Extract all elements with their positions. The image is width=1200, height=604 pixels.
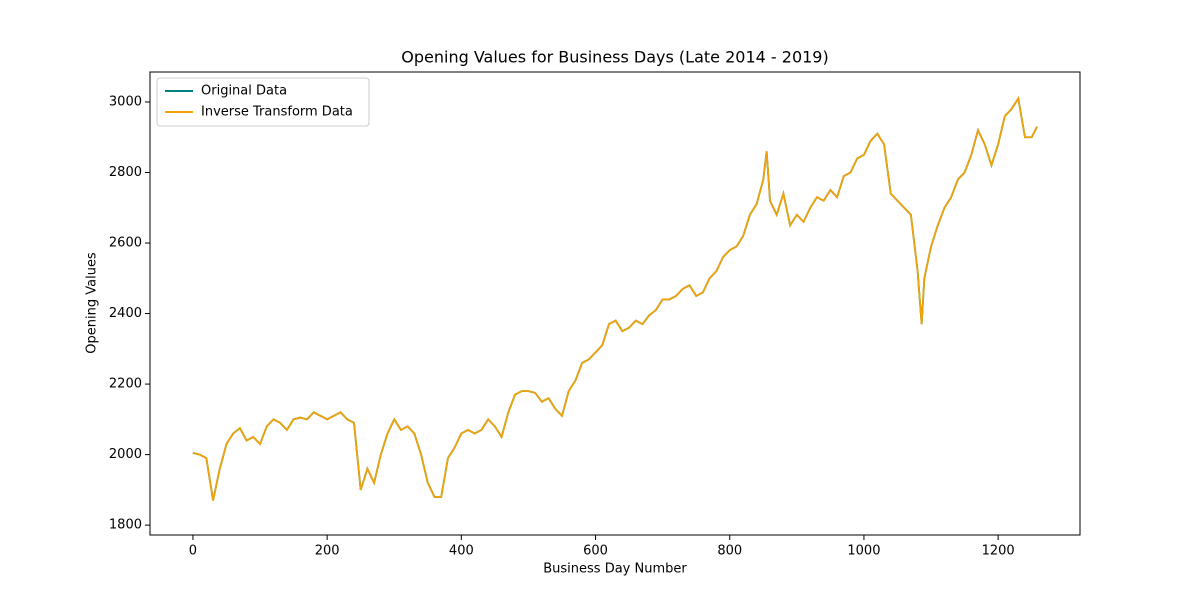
- x-tick-label: 600: [583, 544, 608, 559]
- y-axis-label: Opening Values: [85, 252, 100, 354]
- x-tick-label: 0: [189, 544, 197, 559]
- x-tick-label: 200: [315, 544, 340, 559]
- series-line: [192, 95, 1038, 501]
- x-axis-label: Business Day Number: [543, 562, 687, 577]
- chart-title: Opening Values for Business Days (Late 2…: [401, 48, 828, 67]
- legend-label: Original Data: [201, 84, 287, 99]
- y-tick-label: 2800: [109, 165, 142, 180]
- y-tick-label: 2600: [109, 236, 142, 251]
- series-line: [192, 95, 1038, 501]
- y-tick-label: 2200: [109, 377, 142, 392]
- x-tick-label: 800: [717, 544, 742, 559]
- y-tick-label: 1800: [109, 518, 142, 533]
- legend-label: Inverse Transform Data: [201, 105, 353, 120]
- plot-frame: [149, 71, 1081, 536]
- x-tick-label: 400: [449, 544, 474, 559]
- x-tick-label: 1200: [982, 544, 1015, 559]
- y-tick-label: 2000: [109, 447, 142, 462]
- y-tick-label: 2400: [109, 306, 142, 321]
- legend-box: [156, 77, 370, 127]
- y-tick-label: 3000: [109, 94, 142, 109]
- x-tick-label: 1000: [847, 544, 880, 559]
